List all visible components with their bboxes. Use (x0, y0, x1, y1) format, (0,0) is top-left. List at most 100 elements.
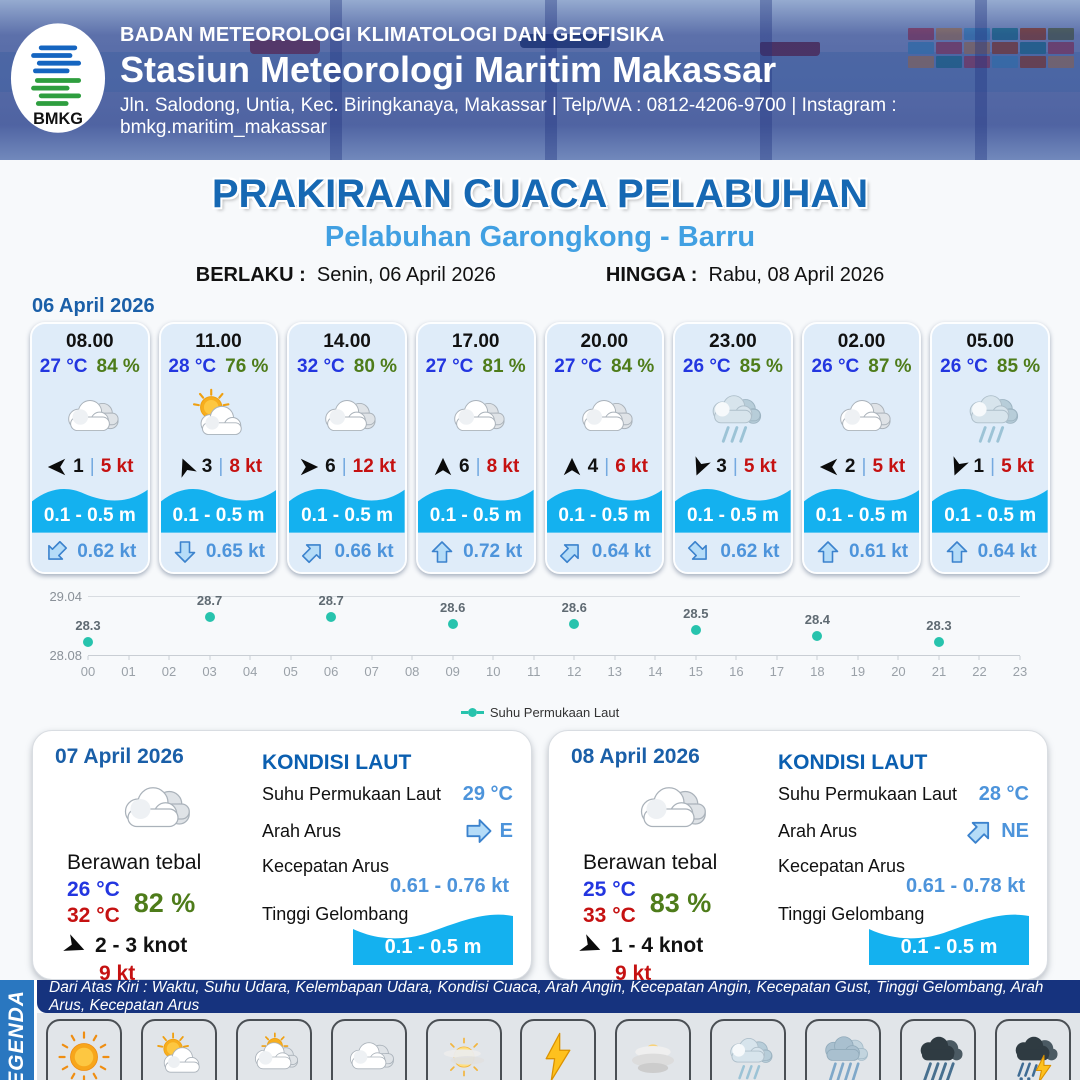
daily-summary-card: 08 April 2026 Berawan tebal 25 °C 33 °C … (548, 730, 1048, 985)
x-axis-tick-label: 23 (1012, 664, 1028, 679)
data-point (447, 618, 458, 629)
wind-row: 3 | 5 kt (675, 456, 791, 478)
x-axis-tick-mark (168, 656, 170, 660)
forecast-card: 17.00 27 °C 81 % 6 | 8 kt 0.1 - 0.5 m 0.… (415, 322, 536, 574)
wind-gust-separator: | (604, 456, 610, 478)
daily-summary-card: 07 April 2026 Berawan tebal 26 °C 32 °C … (32, 730, 532, 985)
air-temperature: 27 °C (425, 356, 474, 377)
air-temperature: 27 °C (39, 356, 88, 377)
x-axis-tick-label: 06 (323, 664, 339, 679)
legend-weather-icon (330, 1019, 407, 1080)
data-point (690, 624, 701, 635)
wind-speed: 4 (587, 456, 599, 478)
current-row: 0.72 kt (417, 532, 534, 572)
current-speed-label: Kecepatan Arus (261, 856, 390, 876)
legend-item: Kabut (609, 1019, 697, 1080)
x-axis-tick-label: 02 (161, 664, 177, 679)
x-axis-tick-mark (735, 656, 737, 660)
current-row: 0.62 kt (675, 532, 791, 572)
weather-icon (675, 382, 791, 452)
x-axis-tick-mark (452, 656, 454, 660)
wind-gust-separator: | (341, 456, 347, 478)
current-direction-arrow (464, 816, 494, 846)
sea-conditions-title: KONDISI LAUT (261, 751, 412, 774)
data-point-label: 28.4 (804, 612, 831, 628)
current-direction-arrow (944, 539, 970, 565)
legend-title: LEGENDA (5, 990, 28, 1080)
x-axis-tick-label: 14 (648, 664, 663, 679)
humidity: 84 % (611, 356, 655, 377)
forecast-time: 02.00 (837, 331, 886, 352)
wind-gust: 5 kt (1001, 456, 1034, 478)
current-row: 0.64 kt (546, 532, 663, 572)
current-row: 0.61 kt (803, 532, 920, 572)
legend-description: Dari Atas Kiri : Waktu, Suhu Udara, Kele… (37, 979, 1080, 1014)
wave-shape (160, 489, 277, 533)
current-speed: 0.65 kt (205, 541, 266, 563)
wind-gust-separator: | (990, 456, 996, 478)
page-title: PRAKIRAAN CUACA PELABUHAN (211, 172, 869, 216)
wave-height-box: 0.1 - 0.5 m (869, 903, 1029, 965)
x-axis-tick-label: 03 (202, 664, 217, 679)
humidity: 87 % (868, 356, 912, 377)
wind-speed-range: 1 - 4 knot (611, 933, 704, 957)
air-temperature: 28 °C (168, 356, 217, 377)
weather-condition: Berawan tebal (67, 851, 202, 874)
temp-min: 26 °C (67, 878, 120, 901)
x-axis-tick-mark (411, 656, 413, 660)
bmkg-logo-text: BMKG (33, 110, 83, 128)
humidity: 80 % (353, 356, 398, 377)
x-axis-tick-mark (695, 656, 697, 660)
x-axis-tick-label: 05 (283, 664, 298, 679)
wind-gust: 9 kt (99, 961, 136, 985)
wind-gust: 12 kt (352, 456, 396, 478)
current-speed: 0.66 kt (334, 541, 394, 563)
x-axis-tick-label: 16 (729, 664, 744, 679)
x-axis-tick-mark (857, 656, 859, 660)
wave-height-value: 0.1 - 0.5 m (43, 504, 136, 526)
weather-condition: Berawan tebal (583, 851, 718, 874)
wind-speed: 2 (844, 456, 856, 478)
weather-icon (161, 382, 277, 452)
x-axis-tick-label: 19 (850, 664, 866, 679)
x-axis-tick-label: 08 (404, 664, 420, 679)
valid-from-label: BERLAKU : (195, 264, 306, 286)
gridline-top (88, 596, 1020, 597)
wind-gust: 8 kt (229, 456, 263, 478)
wind-row: 6 | 8 kt (418, 456, 534, 478)
forecast-time: 11.00 (195, 331, 242, 352)
wave-height-box: 0.1 - 0.5 m (353, 903, 513, 965)
wave-height-band: 0.1 - 0.5 m (675, 478, 791, 533)
bmkg-logo: BMKG (10, 21, 106, 144)
day1-section: 06 April 2026 08.00 27 °C 84 % 1 | 5 kt … (0, 287, 1080, 574)
data-point-label: 28.3 (926, 618, 952, 634)
x-axis-tick-mark (614, 656, 616, 660)
summary-date: 07 April 2026 (55, 745, 184, 768)
legend-item: Cerah Berawan (135, 1019, 223, 1080)
current-speed-value: 0.61 - 0.78 kt (906, 875, 1025, 897)
wave-height-value: 0.1 - 0.5 m (301, 504, 393, 526)
humidity: 82 % (133, 887, 196, 918)
legend-weather-icon (46, 1019, 123, 1080)
x-axis-tick-label: 11 (526, 664, 541, 679)
forecast-card: 23.00 26 °C 85 % 3 | 5 kt 0.1 - 0.5 m 0.… (673, 322, 793, 574)
legend-items-row: Cerah Cerah Berawan Berawan Berawan Teba… (37, 1013, 1080, 1080)
y-axis-tick: 29.04 (49, 589, 82, 604)
forecast-time: 08.00 (66, 331, 114, 352)
page-subtitle: Pelabuhan Garongkong - Barru (324, 221, 756, 253)
current-direction-arrow (295, 534, 332, 571)
x-axis-tick-label: 18 (810, 664, 825, 679)
wave-height-band: 0.1 - 0.5 m (803, 478, 920, 533)
x-axis-tick-mark (816, 656, 818, 660)
wind-gust-separator: | (218, 456, 224, 478)
wind-speed: 6 (325, 456, 336, 478)
y-axis-tick: 28.08 (49, 648, 82, 663)
wave-height-band: 0.1 - 0.5 m (417, 478, 534, 533)
legend-weather-icon (615, 1019, 692, 1080)
wave-shape (32, 489, 148, 533)
station-contact: Jln. Salodong, Untia, Kec. Biringkanaya,… (120, 94, 897, 138)
current-speed: 0.61 kt (848, 541, 909, 563)
legend-weather-icon (899, 1019, 976, 1080)
wind-row: 3 | 8 kt (161, 456, 277, 478)
valid-from-value: Senin, 06 April 2026 (316, 264, 496, 286)
